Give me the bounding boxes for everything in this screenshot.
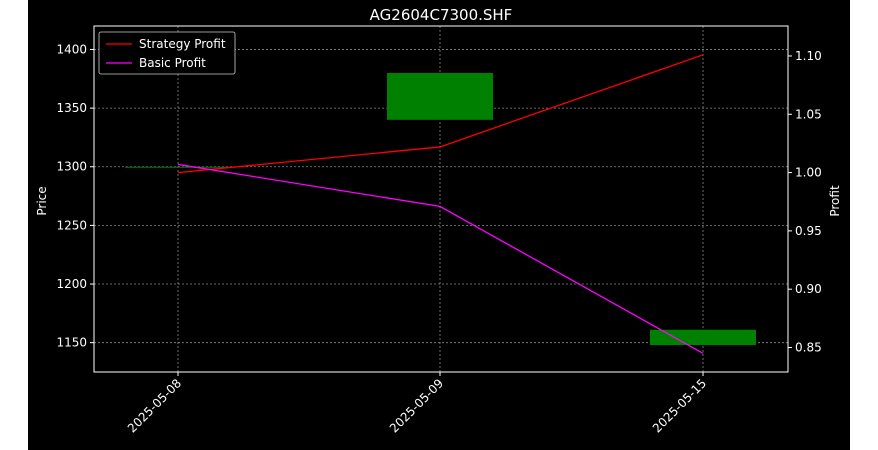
- legend-box: [98, 31, 236, 75]
- series-lines: [177, 54, 704, 354]
- y-tick-label-right: 1.00: [795, 166, 822, 180]
- candles: [125, 72, 756, 346]
- legend-label: Basic Profit: [139, 56, 206, 70]
- x-axis: 2025-05-08 2025-05-09 2025-05-15: [125, 372, 709, 435]
- y-tick-label-left: 1200: [56, 277, 87, 291]
- y-axis-label-left: Price: [35, 186, 49, 215]
- y-tick-label-left: 1250: [56, 218, 87, 232]
- x-tick-label: 2025-05-08: [125, 376, 184, 435]
- series-line: [177, 54, 704, 174]
- y-tick-label-left: 1350: [56, 101, 87, 115]
- legend: Strategy Profit Basic Profit: [98, 31, 236, 75]
- chart-figure: 1150 1200 1250 1300 1350 1400 0.85 0.90 0.95 1.0…: [28, 0, 850, 450]
- candle-body: [387, 72, 493, 120]
- y-tick-label-left: 1400: [56, 42, 87, 56]
- legend-label: Strategy Profit: [139, 37, 226, 51]
- series-line: [177, 163, 704, 354]
- y-tick-label-right: 1.05: [795, 107, 822, 121]
- y-tick-label-left: 1150: [56, 336, 87, 350]
- chart-svg: 1150 1200 1250 1300 1350 1400 0.85 0.90 0.95 1.0…: [35, 6, 842, 435]
- y-tick-label-right: 0.95: [795, 224, 822, 238]
- candle-body: [125, 166, 231, 168]
- y-tick-label-right: 1.10: [795, 49, 822, 63]
- x-tick-label: 2025-05-15: [650, 376, 709, 435]
- right-axis: 0.85 0.90 0.95 1.00 1.05 1.10: [788, 49, 822, 355]
- y-tick-label-left: 1300: [56, 160, 87, 174]
- candle-body: [650, 329, 756, 346]
- y-tick-label-right: 0.85: [795, 341, 822, 355]
- plot-frame: [93, 25, 789, 373]
- chart-title: AG2604C7300.SHF: [370, 6, 513, 24]
- left-axis: 1150 1200 1250 1300 1350 1400: [56, 42, 94, 350]
- y-axis-label-right: Profit: [828, 185, 842, 217]
- x-tick-label: 2025-05-09: [387, 376, 446, 435]
- y-tick-label-right: 0.90: [795, 282, 822, 296]
